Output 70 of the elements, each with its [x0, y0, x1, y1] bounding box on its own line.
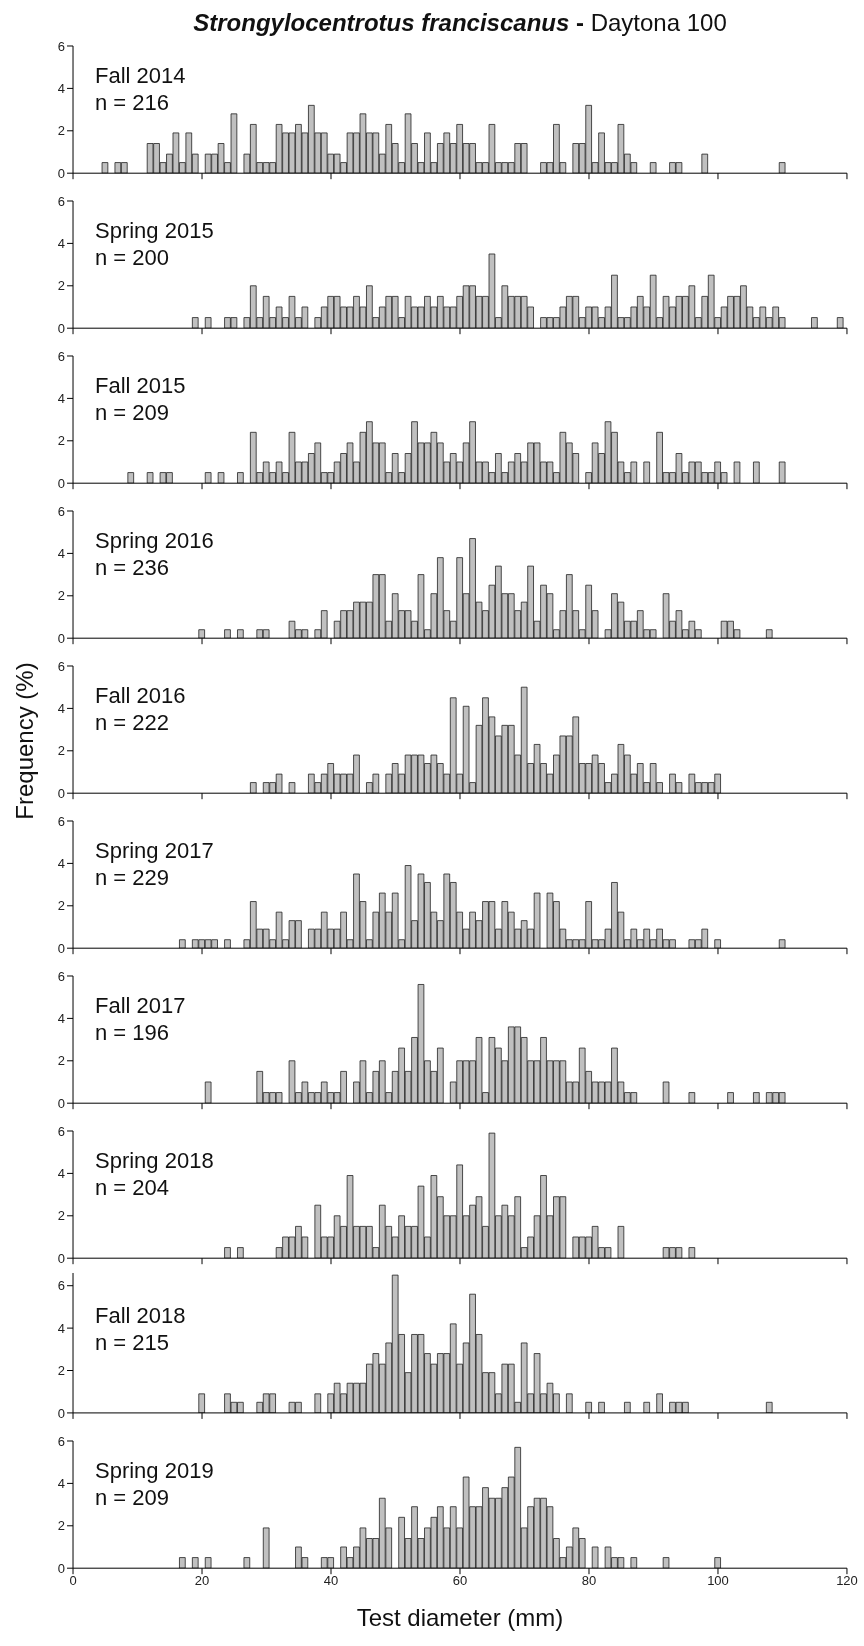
y-tick-label: 6: [57, 1278, 66, 1294]
annotation: n = 196: [95, 1019, 170, 1046]
y-tick-label: 2: [57, 1518, 66, 1534]
y-tick-label: 6: [57, 1433, 66, 1449]
y-tick-label: 4: [57, 855, 66, 871]
y-tick-label: 0: [57, 940, 66, 956]
x-tick-label: 80: [581, 1573, 597, 1589]
annotation: Spring 2015: [95, 217, 214, 244]
y-tick-label: 2: [57, 123, 66, 139]
annotation: Spring 2018: [95, 1147, 214, 1174]
x-tick-label: 40: [323, 1573, 339, 1589]
annotation: Spring 2019: [95, 1457, 214, 1484]
y-tick-label: 4: [57, 1475, 66, 1491]
x-tick-label: 60: [452, 1573, 468, 1589]
annotation: Fall 2018: [95, 1302, 186, 1329]
y-tick-label: 0: [57, 1405, 66, 1421]
annotation: n = 222: [95, 709, 170, 736]
y-tick-label: 6: [57, 658, 66, 674]
x-tick-label: 0: [69, 1573, 77, 1589]
x-axis-title: Test diameter (mm): [355, 1603, 565, 1632]
y-tick-label: 0: [57, 785, 66, 801]
annotation: Spring 2017: [95, 837, 214, 864]
chart-title: Strongylocentrotus franciscanus - Daytona 100: [192, 8, 728, 38]
x-tick-label: 20: [194, 1573, 210, 1589]
y-tick-label: 4: [57, 1320, 66, 1336]
annotation: n = 209: [95, 399, 170, 426]
y-tick-label: 0: [57, 165, 66, 181]
y-tick-label: 2: [57, 743, 66, 759]
annotation: n = 200: [95, 244, 170, 271]
y-tick-label: 0: [57, 1250, 66, 1266]
x-tick-label: 120: [836, 1573, 858, 1589]
y-tick-label: 4: [57, 1010, 66, 1026]
y-tick-label: 4: [57, 1165, 66, 1181]
annotation: Spring 2016: [95, 527, 214, 554]
y-tick-label: 2: [57, 1053, 66, 1069]
annotation: n = 215: [95, 1329, 170, 1356]
y-tick-label: 4: [57, 545, 66, 561]
y-tick-label: 2: [57, 278, 66, 294]
annotation: Fall 2015: [95, 372, 186, 399]
y-tick-label: 0: [57, 320, 66, 336]
annotation: Fall 2014: [95, 62, 186, 89]
y-tick-label: 0: [57, 1095, 66, 1111]
y-tick-label: 4: [57, 235, 66, 251]
annotation: n = 204: [95, 1174, 170, 1201]
y-tick-label: 2: [57, 898, 66, 914]
y-axis-title: Frequency (%): [11, 662, 39, 821]
y-tick-label: 6: [57, 38, 66, 54]
y-tick-label: 2: [57, 588, 66, 604]
y-tick-label: 6: [57, 1123, 66, 1139]
y-tick-label: 0: [57, 1560, 66, 1576]
y-tick-label: 4: [57, 80, 66, 96]
annotation: n = 216: [95, 89, 170, 116]
x-tick-label: 100: [707, 1573, 729, 1589]
y-tick-label: 2: [57, 1363, 66, 1379]
annotation: n = 229: [95, 864, 170, 891]
y-tick-label: 6: [57, 813, 66, 829]
y-tick-label: 6: [57, 968, 66, 984]
annotation: n = 236: [95, 554, 170, 581]
annotation: n = 209: [95, 1484, 170, 1511]
y-tick-label: 4: [57, 700, 66, 716]
annotation: Fall 2017: [95, 992, 186, 1019]
y-tick-label: 4: [57, 390, 66, 406]
annotation: Fall 2016: [95, 682, 186, 709]
y-tick-label: 2: [57, 1208, 66, 1224]
y-tick-label: 6: [57, 503, 66, 519]
y-tick-label: 0: [57, 475, 66, 491]
y-tick-label: 6: [57, 348, 66, 364]
y-tick-label: 2: [57, 433, 66, 449]
y-tick-label: 6: [57, 193, 66, 209]
y-tick-label: 0: [57, 630, 66, 646]
